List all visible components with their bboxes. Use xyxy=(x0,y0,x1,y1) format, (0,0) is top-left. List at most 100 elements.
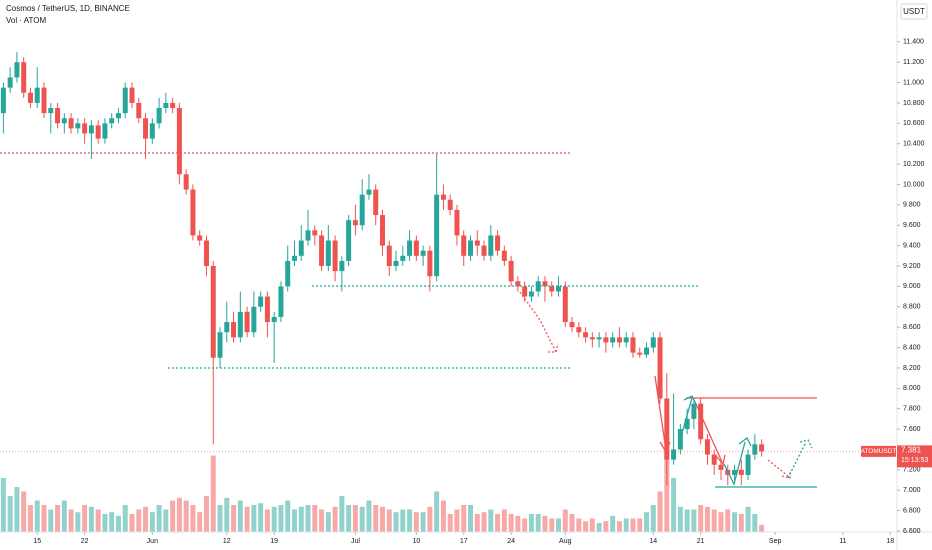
y-tick-label: 7.200 xyxy=(903,467,921,474)
y-tick-label: 10.800 xyxy=(903,100,925,107)
currency-box[interactable] xyxy=(900,3,928,20)
volume-bar xyxy=(258,503,264,532)
volume-bar xyxy=(698,505,704,532)
up-arrow xyxy=(723,437,752,486)
candle-body xyxy=(745,454,751,475)
volume-bar xyxy=(136,509,142,532)
volume-bar xyxy=(650,505,656,532)
candle-body xyxy=(102,123,108,139)
volume-bar xyxy=(298,506,304,532)
volume-bar xyxy=(745,506,751,532)
candle-body xyxy=(27,92,33,103)
volume-bar xyxy=(528,514,534,532)
y-tick-label: 11.000 xyxy=(903,79,924,86)
candle-body xyxy=(68,118,74,129)
volume-bar xyxy=(27,505,33,532)
candle-body xyxy=(501,250,507,261)
volume-bar xyxy=(122,505,128,532)
volume-bar xyxy=(21,491,27,532)
candle-body xyxy=(244,311,250,333)
y-tick-label: 11.400 xyxy=(903,39,924,46)
volume-layer xyxy=(0,451,765,532)
volume-bar xyxy=(752,514,758,532)
candle-body xyxy=(41,87,47,114)
volume-bar xyxy=(474,514,480,532)
candle-body xyxy=(210,266,216,358)
drawings xyxy=(0,152,817,488)
volume-bar xyxy=(210,455,216,532)
volume-bar xyxy=(271,506,277,532)
candle-body xyxy=(379,215,385,246)
candle-body xyxy=(684,418,690,430)
candle-body xyxy=(285,260,291,287)
candle-body xyxy=(704,439,710,455)
volume-bar xyxy=(170,500,176,532)
candle-body xyxy=(623,337,629,343)
candle-body xyxy=(386,245,392,266)
volume-bar xyxy=(183,500,189,532)
candle-body xyxy=(474,240,480,246)
candle-body xyxy=(454,209,460,236)
volume-bar xyxy=(583,521,589,532)
candle-body xyxy=(738,469,744,475)
volume-bar xyxy=(630,518,636,532)
candle-body xyxy=(55,108,61,124)
y-tick-label: 9.800 xyxy=(903,202,921,209)
candle-body xyxy=(718,464,724,470)
volume-bar xyxy=(190,505,196,532)
volume-bar xyxy=(244,506,250,532)
volume-bar xyxy=(576,518,582,532)
candle-body xyxy=(61,118,67,124)
volume-bar xyxy=(217,505,223,532)
projection-arrow xyxy=(519,291,559,353)
volume-bar xyxy=(596,523,602,532)
candle-body xyxy=(359,194,365,226)
x-tick-label: 19 xyxy=(270,538,278,545)
volume-bar xyxy=(68,509,74,532)
candle-body xyxy=(413,240,419,256)
chart-title: Cosmos / TetherUS, 1D, BINANCE xyxy=(6,4,130,13)
candle-body xyxy=(88,125,94,134)
candle-body xyxy=(224,322,230,333)
candle-body xyxy=(732,469,738,475)
candle-body xyxy=(163,102,169,109)
candle-body xyxy=(95,125,101,139)
volume-bar xyxy=(488,509,494,532)
volume-bar xyxy=(312,505,318,532)
volume-bar xyxy=(197,512,203,532)
candle-body xyxy=(488,235,494,256)
volume-bar xyxy=(657,491,663,532)
candle-body xyxy=(630,337,636,353)
price-tag: ATOMUSDT 7.381 15:13:53 xyxy=(861,445,932,468)
candle-body xyxy=(515,281,521,287)
y-tick-label: 10.000 xyxy=(903,181,925,188)
x-tick-label: Jul xyxy=(351,538,360,545)
volume-bar xyxy=(386,509,392,532)
x-tick-label: 12 xyxy=(223,538,231,545)
candle-body xyxy=(312,230,318,236)
candle-body xyxy=(0,87,6,114)
volume-bar xyxy=(542,515,548,532)
volume-bar xyxy=(738,514,744,532)
volume-bar xyxy=(569,514,575,532)
candle-body xyxy=(366,189,372,195)
candle-body xyxy=(650,337,656,348)
candle-body xyxy=(535,281,541,292)
volume-bar xyxy=(95,509,101,532)
candle-body xyxy=(237,311,243,338)
candle-body xyxy=(427,250,433,277)
volume-bar xyxy=(427,506,433,532)
axes: 6.6006.8007.0007.2007.4007.6007.8008.000… xyxy=(33,39,924,545)
volume-bar xyxy=(495,514,501,532)
volume-bar xyxy=(732,512,738,532)
candle-body xyxy=(616,337,622,343)
candle-body xyxy=(325,240,331,266)
candle-body xyxy=(752,444,758,455)
volume-bar xyxy=(251,505,257,532)
volume-bar xyxy=(55,505,61,532)
candle-body xyxy=(434,194,440,277)
candle-body xyxy=(75,123,81,129)
x-tick-label: Jun xyxy=(147,538,158,545)
candle-body xyxy=(149,123,155,139)
volume-bar xyxy=(88,506,94,532)
